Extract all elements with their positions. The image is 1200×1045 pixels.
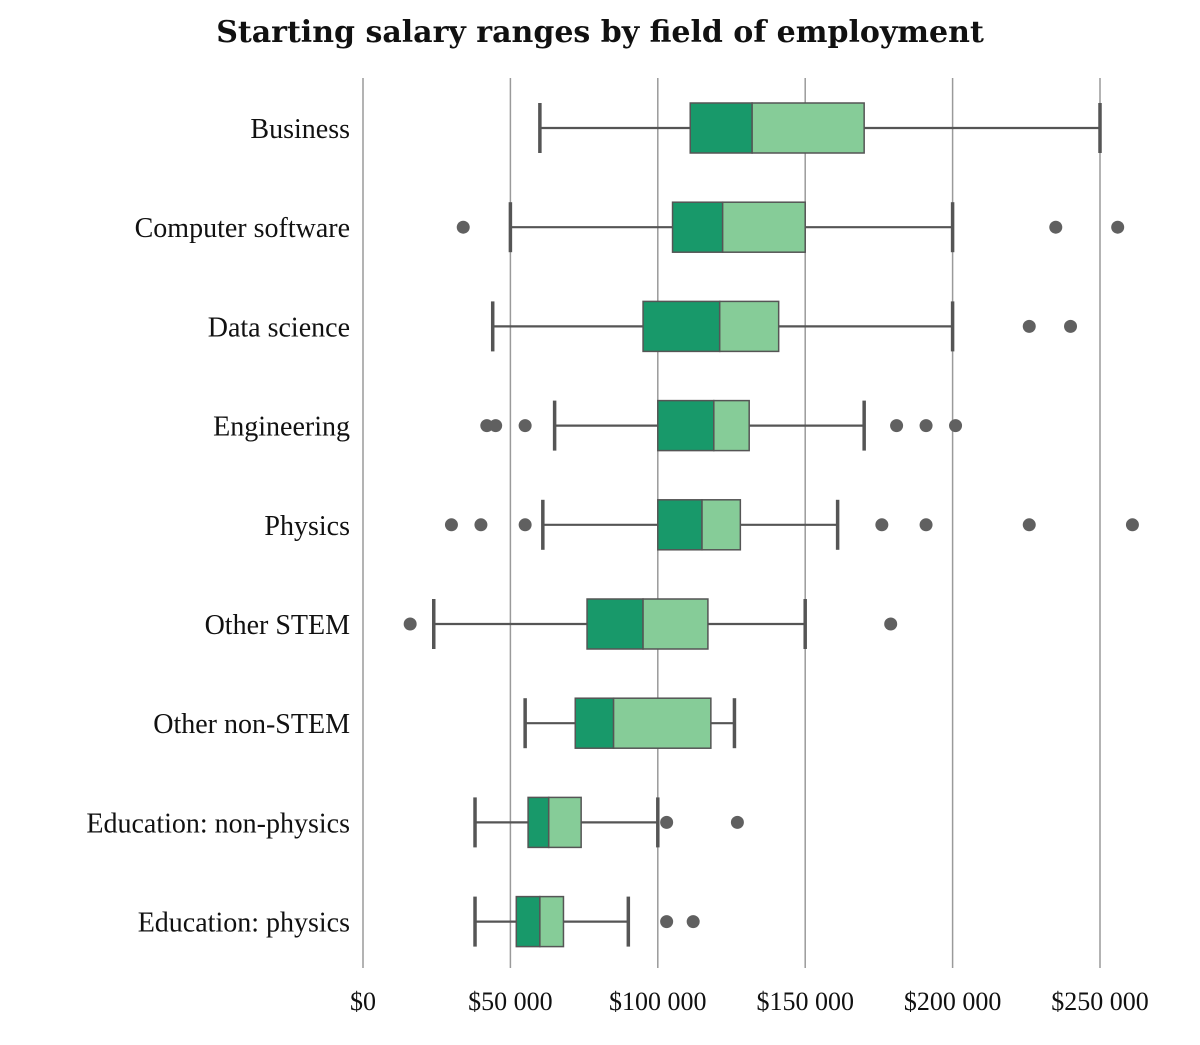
box-group-data-science [490,300,1078,353]
box-median-q3-other-non-stem [612,697,712,749]
box-median-q3-engineering [713,399,750,452]
x-tick-label-2: $100 000 [609,987,707,1016]
outlier-education-non-physics-1 [730,815,744,829]
outlier-data-science-1 [1064,319,1078,333]
box-q1-median-other-non-stem [574,697,615,749]
outlier-engineering-1 [489,419,503,433]
box-median-q3-other-stem [642,598,709,650]
category-label-business: Business [250,114,350,145]
chart-title: Starting salary ranges by field of emplo… [216,15,984,50]
box-median-q3-computer-software [721,201,806,253]
outlier-physics-4 [919,518,933,532]
box-median-q3-education-physics [539,895,565,948]
outlier-education-physics-1 [686,915,700,929]
box-group-other-stem [403,598,898,650]
x-tick-label-3: $150 000 [756,987,854,1016]
x-tick-label-5: $250 000 [1051,987,1149,1016]
category-label-physics: Physics [264,511,350,542]
box-q1-median-computer-software [671,201,724,253]
outlier-physics-2 [518,518,532,532]
outlier-physics-0 [444,518,458,532]
outlier-other-stem-1 [884,617,898,631]
box-median-q3-data-science [718,300,780,353]
outlier-physics-1 [474,518,488,532]
outlier-engineering-4 [919,419,933,433]
box-q1-median-other-stem [586,598,644,650]
outlier-physics-5 [1022,518,1036,532]
outlier-engineering-3 [890,419,904,433]
outlier-data-science-0 [1022,319,1036,333]
x-tick-label-0: $0 [350,987,376,1016]
outlier-education-non-physics-0 [660,815,674,829]
outlier-engineering-5 [949,419,963,433]
outlier-other-stem-0 [403,617,417,631]
category-label-education-non-physics: Education: non-physics [86,808,350,839]
x-tick-label-4: $200 000 [904,987,1002,1016]
outlier-computer-software-0 [456,220,470,234]
box-q1-median-business [689,102,753,154]
outlier-computer-software-2 [1111,220,1125,234]
category-label-education-physics: Education: physics [138,908,350,939]
category-label-engineering: Engineering [213,412,350,443]
box-q1-median-physics [657,499,703,551]
box-median-q3-education-non-physics [547,796,582,849]
category-label-computer-software: Computer software [135,213,350,244]
box-group-engineering [480,399,963,452]
box-group-business [538,102,1102,154]
outlier-education-physics-0 [660,915,674,929]
box-group-computer-software [456,201,1125,253]
box-q1-median-data-science [642,300,721,353]
outlier-physics-6 [1125,518,1139,532]
category-label-other-non-stem: Other non-STEM [153,709,350,740]
box-q1-median-engineering [657,399,715,452]
boxplot-series [403,102,1139,948]
box-median-q3-physics [701,499,742,551]
x-axis-tick-labels: $0 $50 000 $100 000 $150 000 $200 000 $250 00… [350,987,1149,1016]
box-group-education-non-physics [473,796,744,849]
box-group-other-non-stem [523,697,737,749]
box-group-physics [444,499,1139,551]
box-q1-median-education-non-physics [527,796,550,849]
category-label-other-stem: Other STEM [205,610,351,641]
category-labels: Business Computer software Data science Eng… [86,114,350,939]
outlier-engineering-2 [518,419,532,433]
category-label-data-science: Data science [208,312,350,343]
box-median-q3-business [751,102,865,154]
box-q1-median-education-physics [515,895,541,948]
box-group-education-physics [473,895,700,948]
outlier-computer-software-1 [1049,220,1063,234]
x-tick-label-1: $50 000 [468,987,553,1016]
outlier-physics-3 [875,518,889,532]
